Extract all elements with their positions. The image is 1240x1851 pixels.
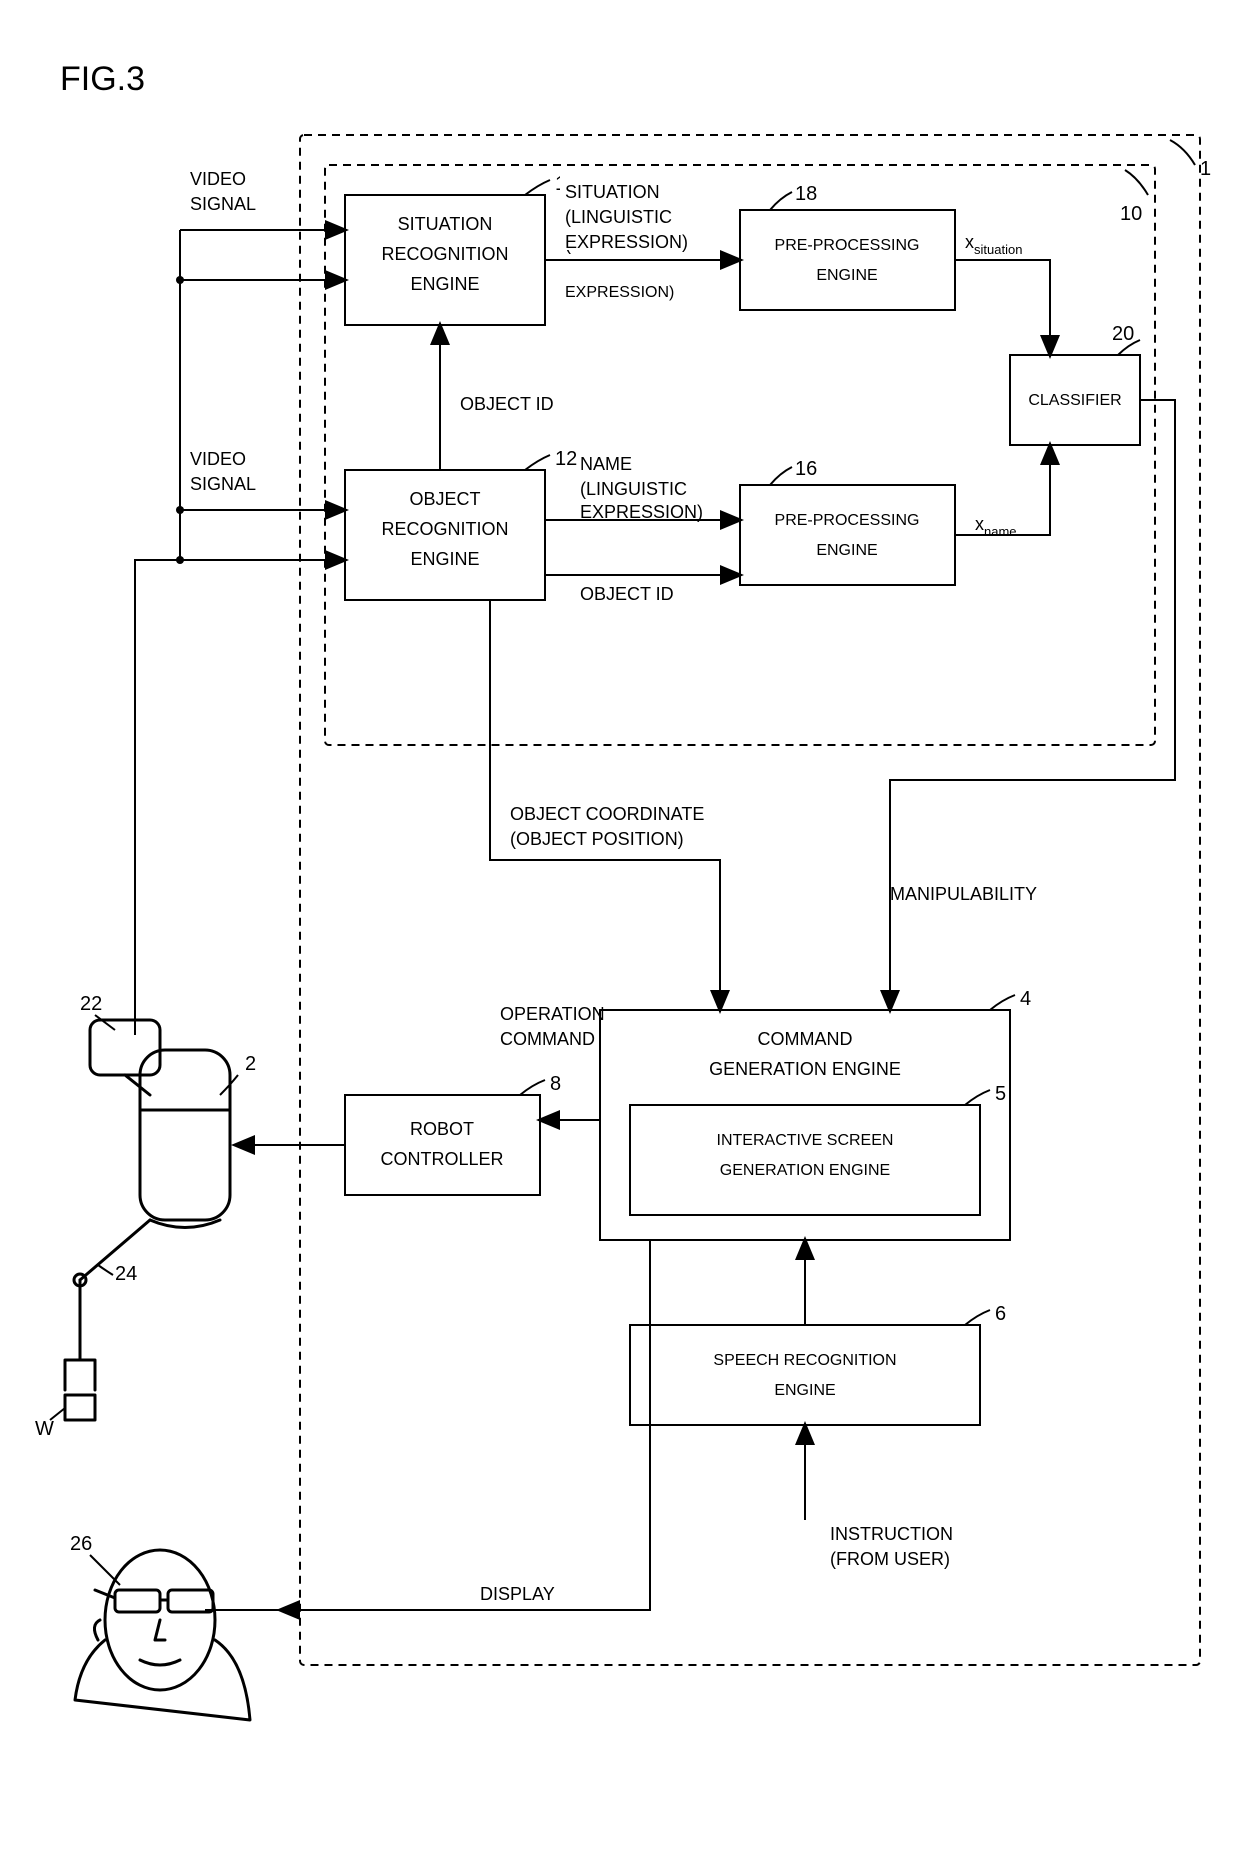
situation-label-group: SITUATION (LINGUISTIC EXPRESSION) — [560, 175, 730, 252]
arrow-manip-seg1 — [1140, 400, 1175, 760]
svg-text:EXPRESSION): EXPRESSION) — [580, 502, 703, 522]
ref-16: 16 — [795, 458, 817, 480]
svg-text:GENERATION ENGINE: GENERATION ENGINE — [709, 1059, 901, 1079]
cam-line-1 — [135, 560, 180, 1035]
speech-recognition-box: SPEECH RECOGNITION ENGINE — [630, 1325, 980, 1425]
svg-text:(FROM USER): (FROM USER) — [830, 1549, 950, 1569]
svg-text:OPERATION: OPERATION — [500, 1004, 605, 1024]
ref-20: 20 — [1112, 323, 1134, 345]
ref-4-leader — [990, 995, 1015, 1010]
junction-dot-3 — [176, 276, 184, 284]
svg-text:ENGINE: ENGINE — [774, 1382, 835, 1399]
ref-6-leader — [965, 1310, 990, 1325]
ref-2: 2 — [245, 1053, 256, 1075]
video-bot-line1: VIDEO — [190, 449, 246, 469]
ref-8-leader — [520, 1080, 545, 1095]
object-id-right-label: OBJECT ID — [580, 584, 674, 604]
svg-text:COMMAND: COMMAND — [758, 1029, 853, 1049]
person-illustration — [75, 1550, 250, 1720]
ref-W: W — [35, 1418, 54, 1440]
ref-26: 26 — [70, 1533, 92, 1555]
svg-text:(OBJECT POSITION): (OBJECT POSITION) — [510, 829, 684, 849]
object-recognition-box: OBJECT RECOGNITION ENGINE — [345, 470, 545, 600]
svg-text:ENGINE: ENGINE — [816, 542, 877, 559]
inner-ref: 10 — [1120, 203, 1142, 225]
ref-8: 8 — [550, 1073, 561, 1095]
classifier-box: CLASSIFIER — [1010, 355, 1140, 445]
obj-coord-label: OBJECT COORDINATE (OBJECT POSITION) — [510, 804, 704, 849]
svg-text:ENGINE: ENGINE — [410, 549, 479, 569]
preproc-bot-box: PRE-PROCESSING ENGINE — [740, 485, 955, 585]
preproc-top-box: PRE-PROCESSING ENGINE — [740, 210, 955, 310]
outer-ref: 1 — [1200, 158, 1211, 180]
ref-18-leader — [770, 192, 792, 210]
svg-text:OBJECT COORDINATE: OBJECT COORDINATE — [510, 804, 704, 824]
arrow-xsit — [955, 260, 1050, 355]
svg-text:EXPRESSION): EXPRESSION) — [565, 232, 688, 252]
instruction-label: INSTRUCTION (FROM USER) — [830, 1524, 953, 1569]
junction-dot-2 — [176, 506, 184, 514]
arrow-xname — [955, 445, 1050, 535]
inner-ref-leader — [1125, 170, 1148, 195]
svg-text:CONTROLLER: CONTROLLER — [380, 1149, 503, 1169]
ref-12-leader — [525, 455, 550, 470]
ref-16-leader — [770, 467, 792, 485]
ref-6: 6 — [995, 1303, 1006, 1325]
svg-text:INSTRUCTION: INSTRUCTION — [830, 1524, 953, 1544]
svg-text:RECOGNITION: RECOGNITION — [381, 244, 508, 264]
display-label: DISPLAY — [480, 1584, 555, 1604]
svg-text:PRE-PROCESSING: PRE-PROCESSING — [775, 512, 920, 529]
svg-text:SPEECH RECOGNITION: SPEECH RECOGNITION — [713, 1352, 896, 1369]
svg-text:GENERATION ENGINE: GENERATION ENGINE — [720, 1162, 890, 1179]
svg-text:ENGINE: ENGINE — [816, 267, 877, 284]
name-label-group: NAME (LINGUISTIC EXPRESSION) — [580, 454, 703, 522]
diagram-canvas: FIG.3 1 10 SITUATION RECOGNITION ENGINE … — [20, 20, 1240, 1831]
svg-text:(LINGUISTIC: (LINGUISTIC — [580, 479, 687, 499]
svg-text:OBJECT: OBJECT — [409, 489, 480, 509]
video-top-line1: VIDEO — [190, 169, 246, 189]
xsit: xsituation — [965, 232, 1022, 257]
ref-4: 4 — [1020, 988, 1031, 1010]
svg-text:SITUATION: SITUATION — [565, 182, 660, 202]
arrow-display — [280, 1240, 650, 1610]
svg-text:PRE-PROCESSING: PRE-PROCESSING — [775, 237, 920, 254]
ref-12: 12 — [555, 448, 577, 470]
video-top-line2: SIGNAL — [190, 194, 256, 214]
svg-text:(LINGUISTIC: (LINGUISTIC — [565, 207, 672, 227]
ref-14-leader — [525, 180, 550, 195]
outer-ref-leader — [1170, 140, 1195, 165]
opcmd-label: OPERATION COMMAND — [500, 1004, 605, 1049]
svg-text:INTERACTIVE SCREEN: INTERACTIVE SCREEN — [717, 1132, 894, 1149]
junction-dot-1 — [176, 556, 184, 564]
command-gen-box: COMMAND GENERATION ENGINE INTERACTIVE SC… — [600, 1010, 1010, 1240]
svg-text:SITUATION: SITUATION — [398, 214, 493, 234]
svg-text:RECOGNITION: RECOGNITION — [381, 519, 508, 539]
manip-label: MANIPULABILITY — [890, 884, 1037, 904]
svg-text:COMMAND: COMMAND — [500, 1029, 595, 1049]
robot-controller-box: ROBOT CONTROLLER — [345, 1095, 540, 1195]
robot-illustration — [65, 1020, 230, 1420]
svg-text:ROBOT: ROBOT — [410, 1119, 474, 1139]
svg-text:CLASSIFIER: CLASSIFIER — [1028, 392, 1121, 409]
ref-24: 24 — [115, 1263, 137, 1285]
svg-text:ENGINE: ENGINE — [410, 274, 479, 294]
situation-recognition-box: SITUATION RECOGNITION ENGINE — [345, 195, 545, 325]
figure-label: FIG.3 — [60, 60, 145, 98]
ref-18: 18 — [795, 183, 817, 205]
svg-text:NAME: NAME — [580, 454, 632, 474]
ref-22: 22 — [80, 993, 102, 1015]
ref-5: 5 — [995, 1083, 1006, 1105]
object-id-up-label: OBJECT ID — [460, 394, 554, 414]
video-bot-line2: SIGNAL — [190, 474, 256, 494]
sit-l3: EXPRESSION) — [565, 284, 674, 301]
